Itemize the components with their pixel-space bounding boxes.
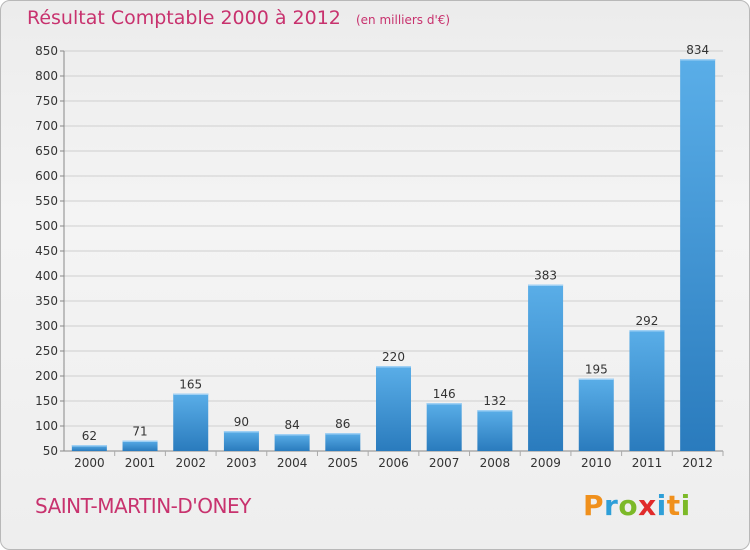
bar-2000	[71, 445, 107, 451]
logo-letter: r	[604, 489, 619, 522]
data-label-2003: 90	[234, 415, 249, 429]
y-tick-label: 50	[43, 444, 58, 458]
bar-highlight	[578, 378, 614, 380]
bar-2006	[376, 366, 411, 451]
x-tick-label: 2010	[581, 456, 612, 470]
x-tick-label: 2007	[429, 456, 460, 470]
y-tick-label: 650	[35, 144, 58, 158]
y-tick-label: 550	[35, 194, 58, 208]
bar-highlight	[629, 330, 665, 332]
bar-2007	[426, 403, 462, 451]
logo-letter: x	[638, 489, 657, 522]
proxiti-logo: Proxiti	[583, 489, 691, 522]
x-tick-label: 2003	[226, 456, 257, 470]
y-tick-label: 500	[35, 219, 58, 233]
bar-2010	[578, 378, 614, 451]
logo-letter: o	[618, 489, 639, 522]
bar-2002	[173, 393, 209, 451]
x-tick-label: 2011	[632, 456, 663, 470]
data-labels: 62 71 165 90 84 86 220 146 132 383 195 292 834	[82, 43, 709, 443]
y-tick-label: 400	[35, 269, 58, 283]
bar-highlight	[376, 366, 411, 368]
bar-2001	[122, 440, 158, 451]
x-tick-label: 2009	[530, 456, 561, 470]
bar-highlight	[71, 445, 107, 447]
x-tick-label: 2006	[378, 456, 409, 470]
bar-highlight	[274, 434, 310, 436]
y-tick-label: 600	[35, 169, 58, 183]
y-tick-label: 200	[35, 369, 58, 383]
data-label-2000: 62	[82, 429, 97, 443]
data-label-2007: 146	[433, 387, 456, 401]
y-tick-label: 750	[35, 94, 58, 108]
data-label-2008: 132	[483, 394, 506, 408]
x-tick-label: 2008	[480, 456, 511, 470]
y-tick-label: 100	[35, 419, 58, 433]
data-label-2004: 84	[284, 418, 299, 432]
bar-highlight	[223, 431, 259, 433]
bar-highlight	[426, 403, 462, 405]
y-tick-label: 150	[35, 394, 58, 408]
bar-highlight	[477, 410, 513, 412]
bar-2012	[680, 59, 716, 451]
y-tick-label: 800	[35, 69, 58, 83]
bar-2003	[223, 431, 259, 451]
bar-highlight	[325, 433, 361, 435]
logo-letter: t	[666, 489, 681, 522]
bar-2009	[528, 284, 564, 451]
logo-letter: i	[680, 489, 691, 522]
y-tick-label: 300	[35, 319, 58, 333]
bar-highlight	[122, 440, 158, 442]
x-tick-label: 2001	[125, 456, 156, 470]
axes: 50 100 150 200 250 300 350 400 450 500 550 600 650 70…	[35, 44, 724, 470]
data-label-2011: 292	[636, 314, 659, 328]
data-label-2005: 86	[335, 417, 350, 431]
data-label-2001: 71	[132, 425, 147, 439]
x-tick-label: 2004	[277, 456, 308, 470]
bar-2005	[325, 433, 361, 451]
y-tick-label: 850	[35, 44, 58, 58]
chart-title: Résultat Comptable 2000 à 2012 (en milli…	[27, 7, 450, 29]
title-main: Résultat Comptable 2000 à 2012	[27, 7, 341, 29]
x-tick-label: 2012	[682, 456, 713, 470]
title-unit: (en milliers d'€)	[355, 13, 451, 27]
y-tick-label: 250	[35, 344, 58, 358]
x-tick-label: 2005	[328, 456, 359, 470]
y-tick-label: 700	[35, 119, 58, 133]
bars	[71, 59, 716, 451]
data-label-2002: 165	[179, 378, 202, 392]
data-label-2009: 383	[534, 269, 557, 283]
data-label-2012: 834	[686, 43, 709, 57]
y-tick-label: 450	[35, 244, 58, 258]
bar-highlight	[680, 59, 716, 61]
commune-name: SAINT-MARTIN-D'ONEY	[35, 494, 251, 518]
y-tick-label: 350	[35, 294, 58, 308]
bar-2011	[629, 330, 665, 451]
x-tick-label: 2000	[74, 456, 105, 470]
bar-highlight	[173, 393, 209, 395]
data-label-2010: 195	[585, 363, 608, 377]
logo-letter: i	[656, 489, 667, 522]
bar-2008	[477, 410, 513, 451]
bar-highlight	[528, 284, 564, 286]
x-tick-label: 2002	[175, 456, 206, 470]
bar-2004	[274, 434, 310, 451]
data-label-2006: 220	[382, 350, 405, 364]
logo-letter: P	[583, 489, 605, 522]
